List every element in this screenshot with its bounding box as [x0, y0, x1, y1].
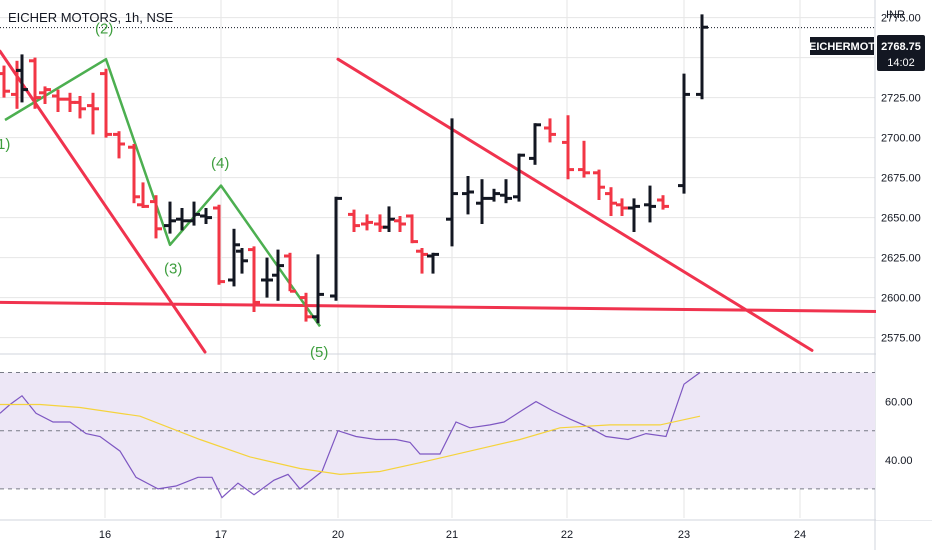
ohlc-bar	[200, 208, 212, 224]
price-tick-label: 2600.00	[881, 293, 921, 305]
ohlc-bar	[562, 115, 574, 180]
price-tick-label: 2700.00	[881, 133, 921, 145]
ohlc-bar	[394, 216, 406, 232]
ohlc-bar	[616, 198, 628, 216]
last-price-tag: EICHERMOT 2768.75 14:02	[809, 35, 925, 71]
currency-label: INR	[886, 9, 905, 21]
ohlc-bar	[29, 57, 41, 109]
ohlc-bar	[605, 187, 617, 216]
ohlc-bar	[488, 188, 500, 202]
ohlc-bar	[150, 195, 162, 239]
ohlc-bar	[374, 214, 386, 232]
ohlc-bar	[236, 248, 248, 274]
ohlc-bar	[176, 208, 188, 231]
elliott-wave[interactable]: (1) (2) (3) (4) (5)	[0, 21, 328, 361]
ohlc-bar	[100, 68, 112, 138]
ohlc-bar	[678, 73, 690, 194]
trendline[interactable]	[0, 49, 207, 354]
last-price-value: 2768.75	[881, 41, 921, 53]
rsi-tick-label: 40.00	[885, 455, 913, 467]
ohlc-bar	[330, 196, 342, 301]
trendline[interactable]	[0, 300, 932, 314]
rsi-ma-line	[0, 403, 701, 476]
ohlc-bar	[300, 292, 312, 322]
ohlc-bar	[476, 179, 488, 224]
time-tick-label: 22	[561, 529, 573, 541]
ohlc-bar	[188, 201, 200, 226]
ohlc-bar	[696, 14, 708, 100]
ohlc-bar	[87, 92, 99, 135]
symbol-tag-bg	[810, 37, 874, 55]
ohlc-bar	[312, 254, 324, 324]
elliott-wave-line[interactable]	[4, 57, 322, 328]
trendline[interactable]	[336, 57, 814, 352]
price-axis-bg	[876, 0, 932, 520]
ohlc-bar	[52, 89, 64, 112]
ohlc-bar	[213, 204, 225, 285]
ohlc-bar	[628, 198, 640, 232]
price-tick-label: 2675.00	[881, 173, 921, 185]
time-tick-label: 16	[99, 529, 111, 541]
rsi-tick-label: 60.00	[885, 397, 913, 409]
time-tick-label: 23	[678, 529, 690, 541]
ohlc-bar	[228, 228, 240, 287]
price-tick-label: 2575.00	[881, 333, 921, 345]
time-tick-label: 17	[215, 529, 227, 541]
ohlc-bar	[406, 214, 418, 244]
ohlc-bar	[248, 246, 260, 312]
wave-label: (1)	[0, 136, 10, 153]
ohlc-bar	[261, 257, 273, 298]
ohlc-bar	[164, 201, 176, 234]
ohlc-bar	[113, 131, 125, 159]
symbol-tag: EICHERMOT	[809, 41, 875, 53]
chart-title: EICHER MOTORS, 1h, NSE	[8, 10, 174, 25]
ohlc-bar	[16, 54, 28, 103]
ohlc-bar	[128, 144, 140, 204]
ohlc-bar	[383, 206, 395, 232]
trendlines[interactable]	[0, 49, 932, 354]
ohlc-bar	[272, 249, 284, 301]
ohlc-bar	[284, 252, 296, 293]
price-tick-label: 2650.00	[881, 213, 921, 225]
ohlc-bar	[416, 248, 428, 274]
time-tick-label: 24	[794, 529, 806, 541]
wave-label: (3)	[164, 261, 182, 278]
bar-countdown: 14:02	[887, 57, 915, 69]
ohlc-bar	[462, 176, 474, 215]
ohlc-bar	[578, 140, 590, 178]
wave-label: (2)	[95, 21, 113, 38]
ohlc-bar	[0, 65, 10, 98]
ohlc-bar	[544, 118, 556, 143]
ohlc-bar	[446, 118, 458, 247]
ohlc-bar	[137, 182, 149, 208]
ohlc-bar	[500, 179, 512, 204]
ohlc-bars	[0, 14, 708, 324]
ohlc-bar	[657, 195, 669, 210]
rsi-pane	[0, 372, 875, 499]
ohlc-bar	[348, 209, 360, 232]
time-tick-label: 21	[446, 529, 458, 541]
price-tick-label: 2725.00	[881, 93, 921, 105]
price-tick-label: 2775.00	[881, 13, 921, 25]
ohlc-bar	[529, 123, 541, 165]
ohlc-bar	[593, 169, 605, 200]
wave-label: (5)	[310, 344, 328, 361]
ohlc-bar	[74, 96, 86, 119]
price-tag-bg	[877, 35, 925, 71]
time-tick-label: 20	[332, 529, 344, 541]
wave-label: (4)	[211, 155, 229, 172]
ohlc-bar	[644, 185, 656, 223]
rsi-line	[0, 372, 701, 499]
ohlc-bar	[361, 214, 373, 231]
ohlc-bar	[39, 86, 51, 104]
ohlc-bar	[427, 252, 439, 274]
ohlc-bar	[513, 153, 525, 202]
price-tick-label: 2625.00	[881, 253, 921, 265]
